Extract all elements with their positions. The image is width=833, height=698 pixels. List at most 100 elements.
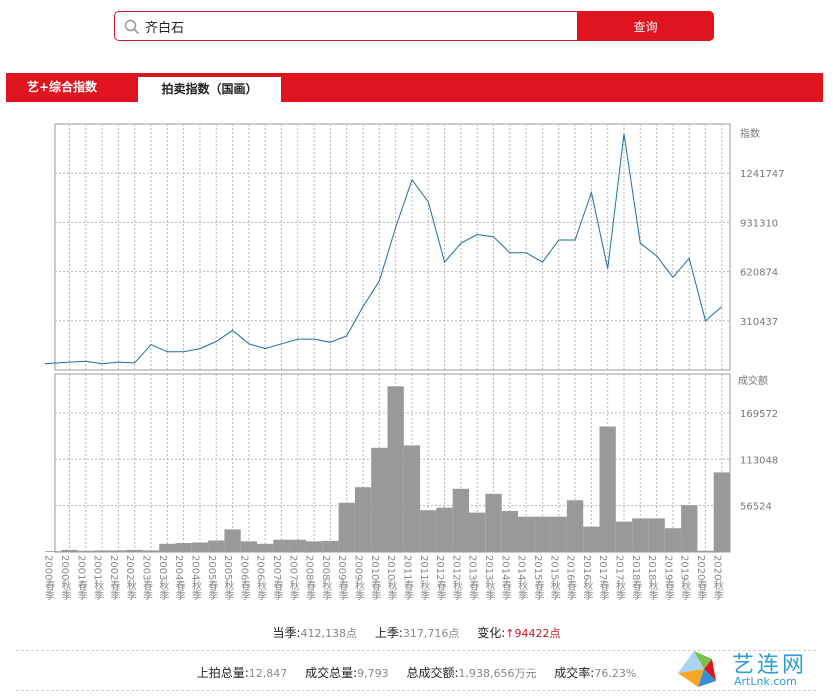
x-tick-label: 2010秋季	[385, 555, 397, 601]
x-tick-label: 2009春季	[336, 555, 348, 601]
deal-amount-value: 1,938,656万元	[458, 667, 537, 680]
x-tick-label: 2002秋季	[124, 555, 136, 601]
turnover-bar	[306, 541, 323, 552]
stats-row-index: 当季:412,138点 上季:317,716点 变化:↑94422点	[0, 624, 833, 641]
x-tick-label: 2012春季	[434, 555, 446, 601]
deal-rate-value: 76.23%	[594, 667, 637, 680]
x-tick-label: 2001秋季	[92, 555, 104, 601]
x-tick-label: 2008秋季	[320, 555, 332, 601]
turnover-bar	[240, 541, 257, 552]
divider	[16, 650, 816, 651]
turnover-bar	[420, 510, 437, 552]
turnover-bar	[713, 472, 730, 552]
turnover-bar	[371, 447, 388, 552]
turnover-bar	[566, 500, 584, 552]
deal-amount-label: 总成交额:	[406, 666, 459, 680]
turnover-bar	[110, 550, 127, 552]
x-tick-label: 2007秋季	[287, 555, 299, 601]
turnover-bar	[142, 550, 160, 552]
turnover-bar	[452, 488, 469, 552]
divider	[16, 690, 816, 691]
y-tick-label: 113048	[740, 455, 778, 466]
x-tick-label: 2005春季	[206, 555, 218, 601]
turnover-bar	[534, 516, 551, 552]
stats-row-volume: 上拍总量:12,847 成交总量:9,793 总成交额:1,938,656万元 …	[0, 664, 833, 681]
turnover-bar	[77, 550, 94, 552]
logo-text-cn: 艺连网	[732, 653, 808, 678]
search-icon	[124, 19, 140, 35]
turnover-bar	[191, 542, 209, 552]
y-axis-label: 成交额	[738, 374, 768, 387]
turnover-bar	[354, 487, 372, 552]
current-season-label: 当季:	[272, 626, 301, 640]
turnover-bar-chart: 56524 113048 169572 成交额	[45, 373, 778, 553]
deal-rate-label: 成交率:	[554, 666, 595, 680]
y-tick-label: 169572	[740, 409, 778, 420]
tab-composite-index[interactable]: 艺+综合指数	[26, 80, 98, 94]
x-tick-label: 2014秋季	[516, 555, 528, 601]
tab-bar: 艺+综合指数 拍卖指数（国画）	[6, 73, 823, 102]
turnover-bar	[648, 518, 665, 552]
prev-season-value: 317,716点	[402, 627, 460, 640]
x-tick-label: 2018秋季	[646, 555, 658, 601]
x-tick-label: 2010春季	[369, 555, 381, 601]
y-axis-label: 指数	[740, 127, 760, 140]
turnover-bar	[632, 518, 649, 552]
x-tick-label: 2006秋季	[255, 555, 267, 601]
y-tick-label: 56524	[740, 502, 772, 513]
x-tick-label: 2015春季	[532, 555, 544, 601]
x-tick-label: 2014春季	[499, 555, 511, 601]
x-tick-label: 2006春季	[238, 555, 250, 601]
y-tick-label: 310437	[740, 317, 778, 328]
turnover-bar	[501, 511, 518, 552]
turnover-bar	[126, 549, 143, 552]
change-value: ↑94422点	[505, 627, 561, 640]
turnover-bar	[208, 540, 225, 552]
x-tick-label: 2015秋季	[548, 555, 560, 601]
x-tick-label: 2011春季	[401, 555, 413, 601]
turnover-bar	[403, 445, 421, 552]
x-tick-label: 2000秋季	[59, 555, 71, 601]
x-tick-label: 2007春季	[271, 555, 283, 601]
tab-auction-index[interactable]: 拍卖指数（国画）	[138, 77, 281, 102]
turnover-bar	[681, 505, 698, 552]
x-tick-label: 2003春季	[141, 555, 153, 601]
index-line-chart: 310437 620874 931310 1241747 指数	[44, 123, 785, 371]
search-input[interactable]	[145, 16, 565, 36]
turnover-bar	[175, 543, 192, 552]
turnover-bar	[61, 549, 78, 552]
search-button[interactable]: 查询	[577, 11, 714, 41]
search-box[interactable]: 查询	[114, 11, 714, 41]
x-tick-label: 2018春季	[630, 555, 642, 601]
x-tick-label: 2004秋季	[189, 555, 201, 601]
total-lots-label: 上拍总量:	[196, 666, 249, 680]
change-label: 变化:	[477, 626, 506, 640]
turnover-bar	[45, 551, 62, 552]
turnover-bar	[550, 516, 567, 552]
turnover-bar	[697, 550, 714, 552]
turnover-bar	[599, 426, 616, 552]
turnover-bar	[338, 502, 355, 552]
auction-index-chart: 310437 620874 931310 1241747 指数 56524 113048 1…	[43, 123, 785, 601]
x-tick-label: 2011秋季	[418, 555, 430, 601]
x-tick-label: 2013秋季	[483, 555, 495, 601]
x-tick-label: 2016春季	[565, 555, 577, 601]
x-tick-label: 2004春季	[173, 555, 185, 601]
x-tick-label: 2017秋季	[613, 555, 625, 601]
x-tick-label: 2009秋季	[353, 555, 365, 601]
deal-count-label: 成交总量:	[305, 666, 358, 680]
x-tick-label: 2012秋季	[450, 555, 462, 601]
turnover-bar	[159, 543, 176, 552]
x-tick-label: 2002春季	[108, 555, 120, 601]
x-tick-label: 2019春季	[662, 555, 674, 601]
x-tick-label: 2020秋季	[711, 555, 723, 601]
x-tick-label: 2016秋季	[581, 555, 593, 601]
turnover-bar	[387, 386, 404, 552]
x-tick-label: 2013春季	[467, 555, 479, 601]
turnover-bar	[469, 512, 486, 552]
current-season-value: 412,138点	[300, 627, 358, 640]
turnover-bar	[322, 540, 339, 552]
season-axis: 2000春季 2000秋季 2001春季 2001秋季 2002春季 2002秋季 2003…	[43, 555, 724, 601]
y-tick-label: 1241747	[740, 169, 785, 180]
deal-count-value: 9,793	[357, 667, 389, 680]
